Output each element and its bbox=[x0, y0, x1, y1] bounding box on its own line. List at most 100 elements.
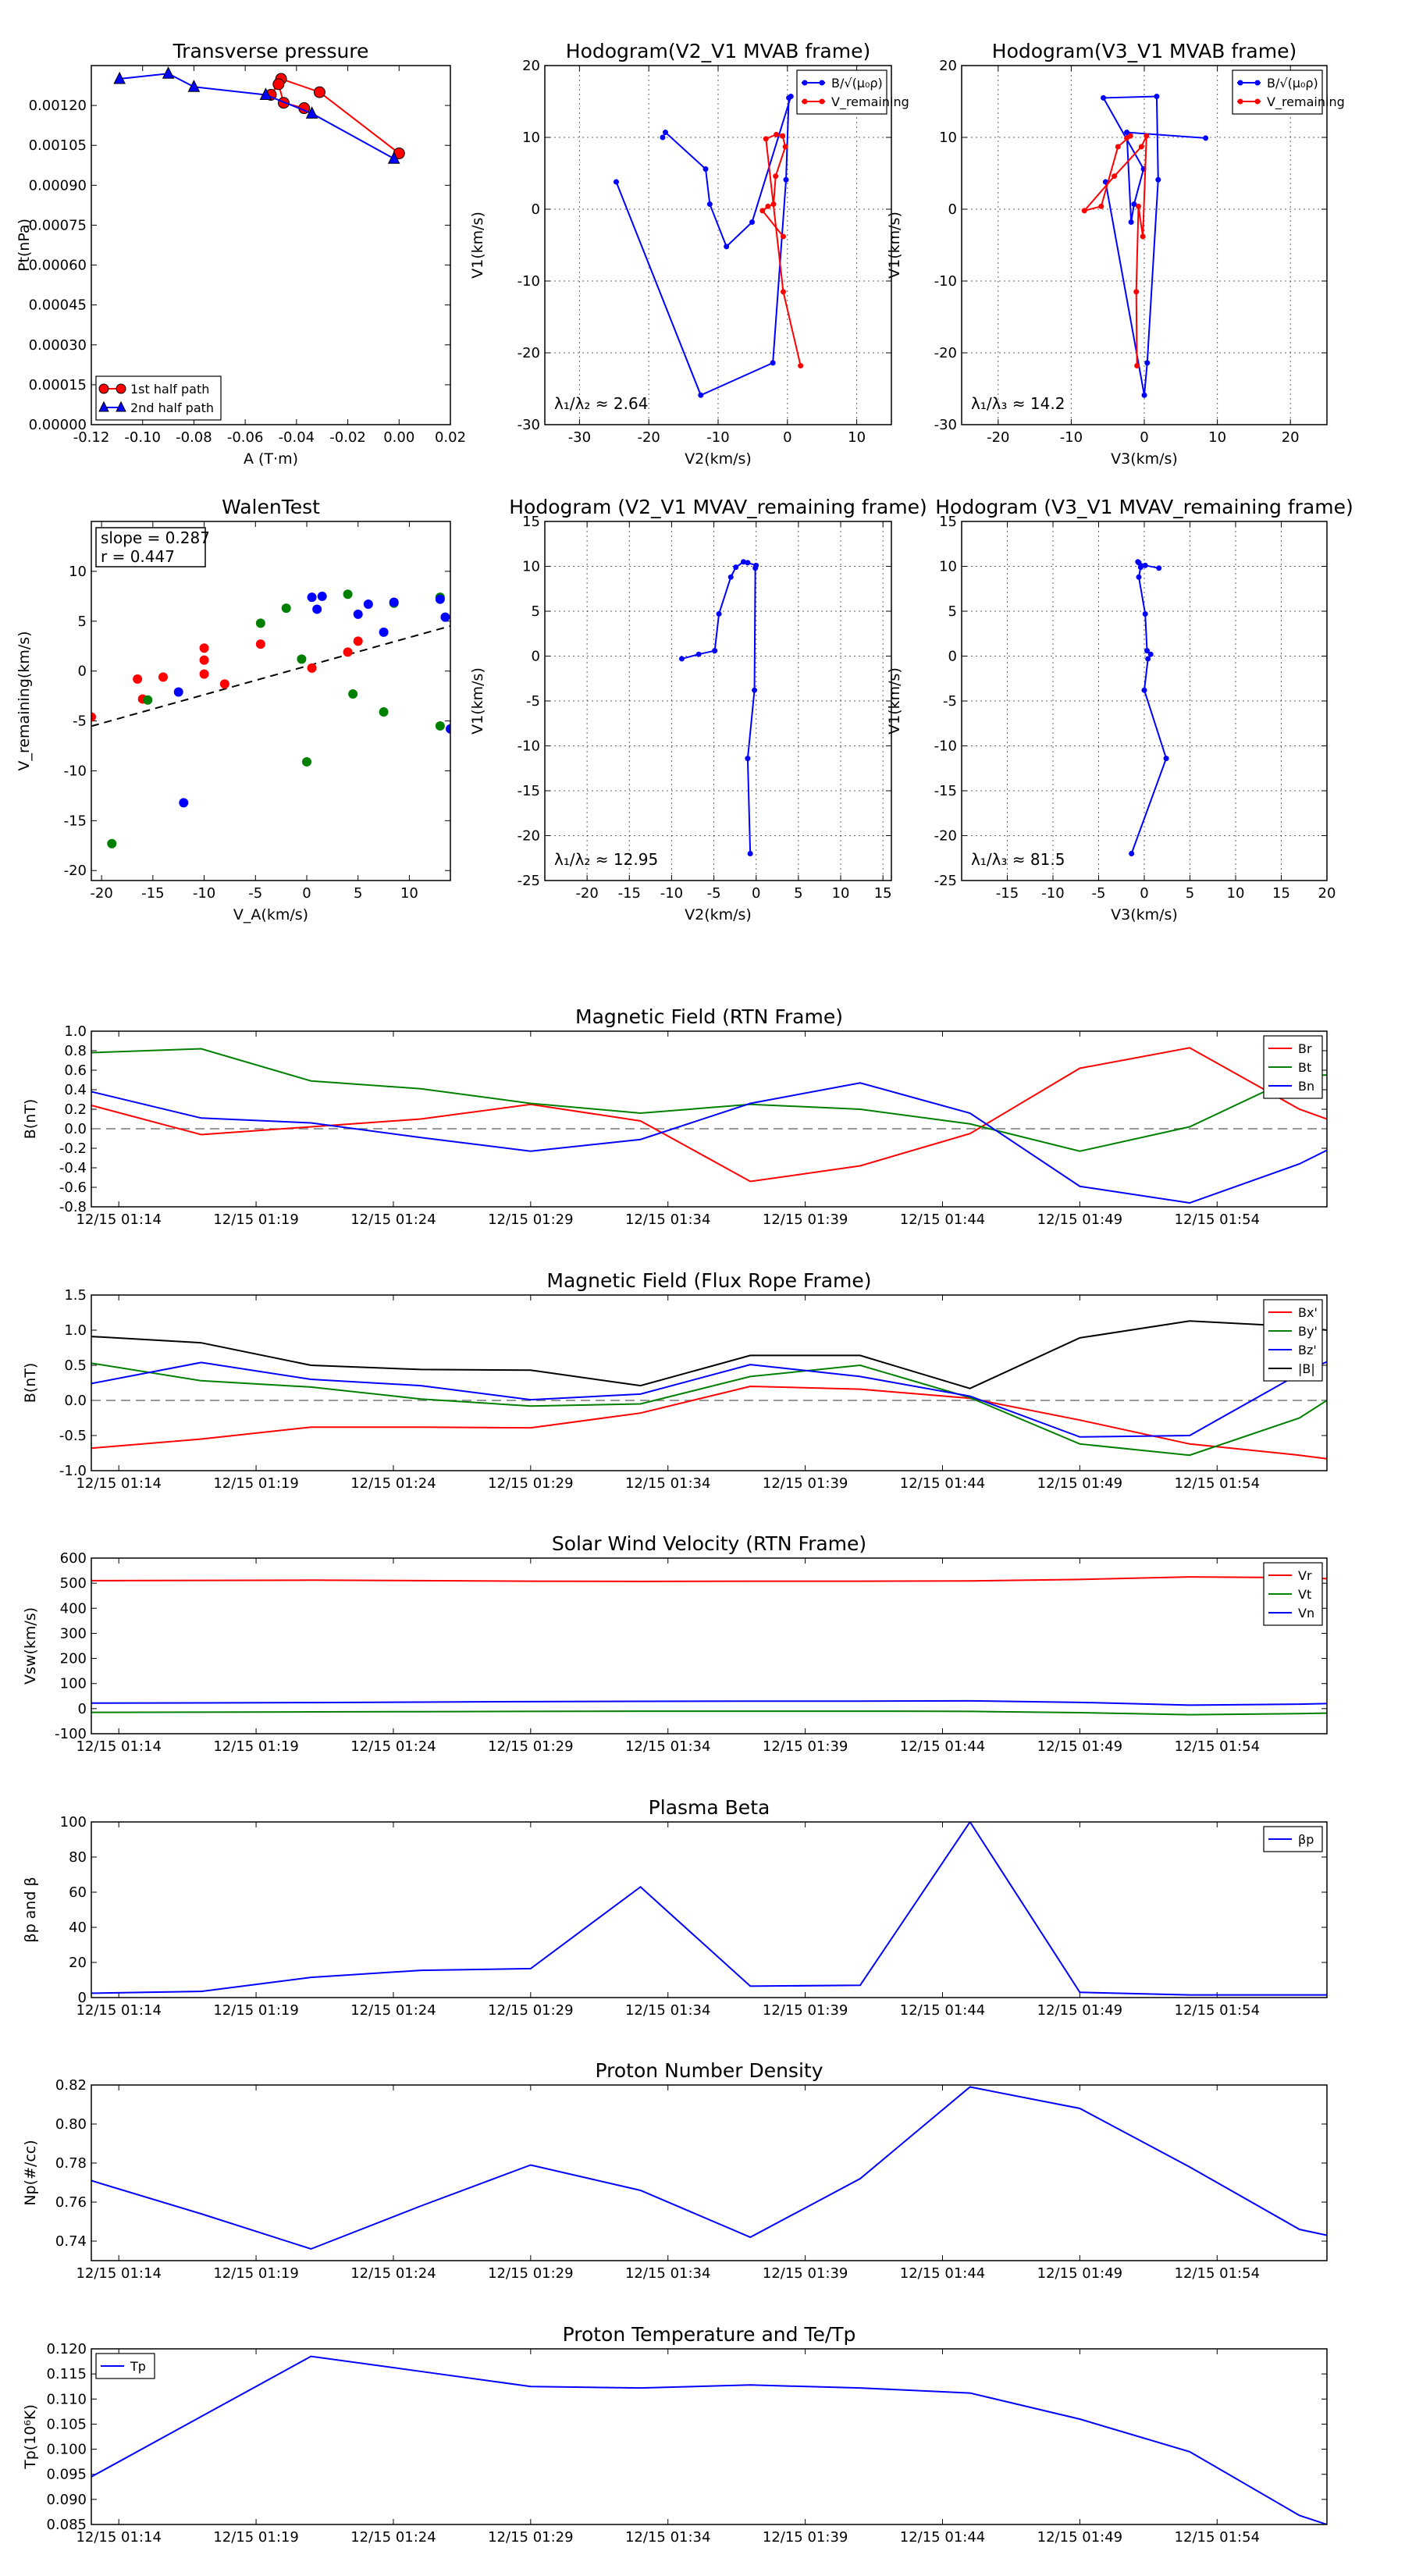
hodogram-v3-mvav-point bbox=[1145, 656, 1151, 662]
y-tick-label: 0.00015 bbox=[29, 377, 87, 393]
y-tick-label: 200 bbox=[60, 1651, 87, 1667]
hodogram-v3-mvav-point bbox=[1141, 687, 1147, 693]
proton-temperature-chart: Proton Temperature and Te/Tp 12/15 01:14 1… bbox=[22, 2323, 1328, 2546]
solar-wind-velocity-series-line-0 bbox=[91, 1576, 1327, 1582]
x-tick-label: 0 bbox=[1140, 429, 1148, 446]
x-tick-label: 10 bbox=[400, 885, 418, 902]
y-tick-label: 10 bbox=[939, 130, 957, 146]
legend-label: |B| bbox=[1298, 1361, 1315, 1376]
magnetic-field-rtn-series-line-1 bbox=[91, 1048, 1327, 1152]
legend-marker bbox=[1254, 80, 1261, 86]
x-tick-label: 12/15 01:19 bbox=[213, 2529, 298, 2546]
hodogram-v2-mvab-point bbox=[774, 131, 780, 137]
y-tick-label: 0.00090 bbox=[29, 177, 87, 194]
y-tick-label: -20 bbox=[934, 828, 957, 845]
transverse-pressure-title: Transverse pressure bbox=[173, 40, 369, 62]
y-tick-label: -15 bbox=[64, 813, 87, 829]
fit-line bbox=[91, 624, 450, 728]
x-tick-label: 12/15 01:19 bbox=[213, 1738, 298, 1755]
y-tick-label: -0.2 bbox=[59, 1140, 87, 1157]
hodogram-v3-mvab-point bbox=[1136, 203, 1142, 209]
x-tick-label: 12/15 01:39 bbox=[763, 1475, 848, 1492]
legend-label: Vt bbox=[1298, 1587, 1311, 1602]
transverse-pressure-point bbox=[272, 78, 285, 91]
x-tick-label: 12/15 01:14 bbox=[76, 1212, 161, 1228]
walen-test-point bbox=[255, 639, 265, 649]
hodogram-v3-mvab-point bbox=[1140, 233, 1146, 240]
y-tick-label: 400 bbox=[60, 1600, 87, 1617]
y-tick-label: 0.00075 bbox=[29, 217, 87, 233]
legend-box bbox=[796, 69, 887, 115]
solar-wind-velocity-series-line-1 bbox=[91, 1710, 1327, 1716]
hodogram-v3-mvav-point bbox=[1144, 648, 1151, 654]
hodogram-v2-mvav-point bbox=[716, 610, 722, 617]
magnetic-field-rtn-ylabel: B(nT) bbox=[22, 1099, 39, 1140]
hodogram-v2-mvab-chart: Hodogram(V2_V1 MVAB frame) -30 -20 -10 0 10 -3… bbox=[469, 40, 909, 468]
hodogram-v3-mvav-point bbox=[1136, 574, 1142, 580]
y-tick-label: -0.5 bbox=[59, 1428, 87, 1444]
x-tick-label: 12/15 01:19 bbox=[213, 1475, 298, 1492]
x-tick-label: 12/15 01:24 bbox=[350, 1212, 436, 1228]
walen-test-plot-area bbox=[91, 589, 450, 849]
x-tick-label: -10 bbox=[706, 429, 729, 446]
legend-label: βp bbox=[1298, 1832, 1314, 1847]
y-tick-label: -10 bbox=[934, 273, 957, 290]
y-tick-label: 100 bbox=[60, 1814, 87, 1831]
x-tick-label: 12/15 01:54 bbox=[1175, 1475, 1260, 1492]
hodogram-v2-mvav-point bbox=[712, 648, 718, 654]
magnetic-field-flux-rope-chart: Magnetic Field (Flux Rope Frame) 12/15 01… bbox=[22, 1269, 1328, 1492]
hodogram-v3-mvab-point bbox=[1134, 363, 1140, 369]
proton-number-density-plot-area bbox=[91, 2086, 1327, 2250]
walen-test-point bbox=[348, 689, 358, 699]
transverse-pressure-series-line-1 bbox=[119, 73, 395, 160]
x-tick-label: 12/15 01:44 bbox=[900, 2002, 985, 2019]
x-tick-label: 12/15 01:29 bbox=[488, 1738, 573, 1755]
hodogram-v3-mvav-xlabel: V3(km/s) bbox=[1111, 906, 1178, 923]
walen-test-point bbox=[435, 594, 445, 604]
hodogram-v3-mvab-point bbox=[1133, 289, 1140, 295]
x-tick-label: 12/15 01:54 bbox=[1175, 2529, 1260, 2546]
x-tick-label: 12/15 01:29 bbox=[488, 1475, 573, 1492]
x-tick-label: -0.10 bbox=[124, 429, 161, 446]
y-tick-label: 5 bbox=[948, 603, 957, 620]
x-tick-label: 12/15 01:54 bbox=[1175, 1738, 1260, 1755]
y-tick-label: 0.120 bbox=[46, 2341, 87, 2357]
hodogram-v2-mvab-point bbox=[798, 363, 804, 369]
magnetic-field-rtn-legend: Br Bt Bn bbox=[1263, 1035, 1323, 1099]
x-tick-label: 5 bbox=[1186, 885, 1194, 902]
y-tick-label: 600 bbox=[60, 1550, 87, 1567]
hodogram-v2-mvav-point bbox=[745, 756, 751, 762]
y-tick-label: 300 bbox=[60, 1625, 87, 1642]
hodogram-v3-mvab-point bbox=[1144, 360, 1151, 366]
x-tick-label: 12/15 01:29 bbox=[488, 2002, 573, 2019]
y-tick-label: 0.105 bbox=[46, 2416, 87, 2432]
hodogram-v2-mvab-point bbox=[663, 130, 669, 136]
x-tick-label: 12/15 01:54 bbox=[1175, 2265, 1260, 2282]
x-tick-label: 12/15 01:24 bbox=[350, 1738, 436, 1755]
hodogram-v2-mvab-legend: B/√(μ₀ρ) V_remaining bbox=[796, 69, 909, 115]
legend-marker bbox=[802, 80, 808, 86]
legend-marker bbox=[819, 80, 825, 86]
legend-label: Tp bbox=[130, 2359, 146, 2374]
walen-test-point bbox=[307, 663, 317, 673]
plasma-beta-plot-area bbox=[91, 1822, 1327, 1996]
y-tick-label: -1.0 bbox=[59, 1463, 87, 1479]
hodogram-v3-mvab-point bbox=[1098, 203, 1104, 209]
y-tick-label: 10 bbox=[522, 130, 540, 146]
hodogram-v3-mvav-point bbox=[1142, 610, 1148, 617]
walen-test-title: WalenTest bbox=[222, 496, 320, 518]
walen-test-point bbox=[353, 636, 363, 646]
y-tick-label: 0.00105 bbox=[29, 137, 87, 154]
hodogram-v2-mvab-point bbox=[706, 201, 713, 208]
walen-test-point bbox=[173, 687, 183, 697]
x-tick-label: 12/15 01:34 bbox=[625, 2002, 710, 2019]
x-tick-label: -5 bbox=[1092, 885, 1106, 902]
legend-marker bbox=[819, 98, 825, 105]
x-tick-label: 0 bbox=[752, 885, 760, 902]
x-tick-label: 0 bbox=[302, 885, 311, 902]
x-tick-label: 12/15 01:19 bbox=[213, 2002, 298, 2019]
x-tick-label: 15 bbox=[874, 885, 892, 902]
x-tick-label: 12/15 01:34 bbox=[625, 1212, 710, 1228]
hodogram-v3-mvav-ylabel: V1(km/s) bbox=[886, 667, 903, 735]
x-tick-label: 20 bbox=[1282, 429, 1300, 446]
